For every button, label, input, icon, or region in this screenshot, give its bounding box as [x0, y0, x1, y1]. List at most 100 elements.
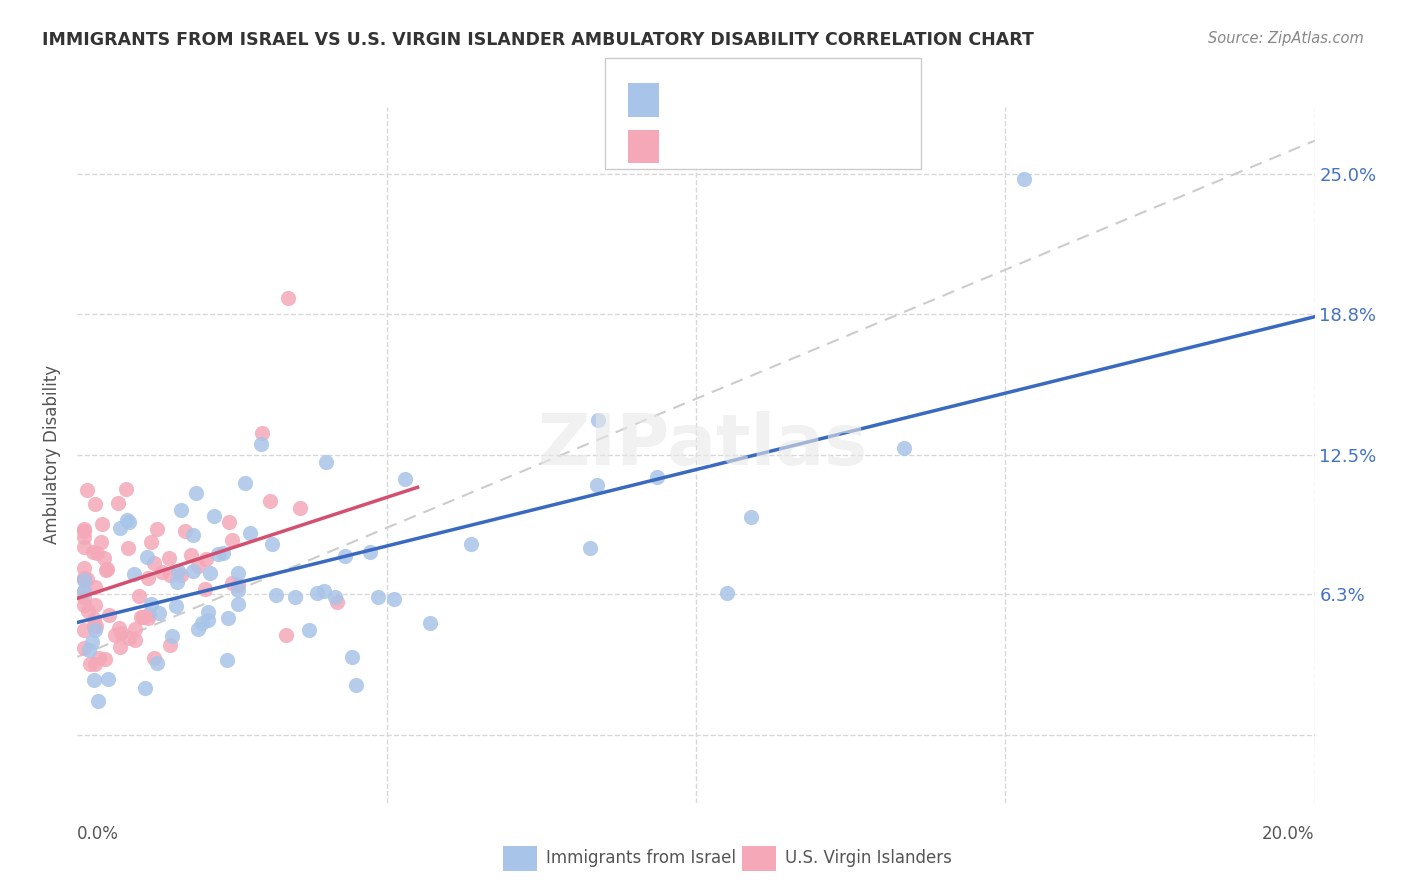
- Point: [166, 574, 188, 589]
- Point: [89, 651, 111, 665]
- Point: [83, 619, 105, 633]
- Point: [108, 640, 131, 654]
- Point: [90, 534, 112, 549]
- Point: [83, 612, 105, 626]
- Point: [226, 566, 249, 580]
- Point: [191, 615, 214, 630]
- Point: [148, 606, 170, 620]
- Point: [150, 565, 173, 579]
- Point: [132, 610, 155, 624]
- Point: [170, 568, 193, 582]
- Point: [77, 642, 100, 657]
- Point: [72, 530, 94, 544]
- Text: U.S. Virgin Islanders: U.S. Virgin Islanders: [785, 849, 952, 867]
- Point: [73, 598, 96, 612]
- Point: [84, 598, 107, 612]
- Point: [259, 493, 281, 508]
- Point: [221, 533, 243, 548]
- Text: Immigrants from Israel: Immigrants from Israel: [546, 849, 735, 867]
- Point: [165, 599, 187, 614]
- Point: [250, 426, 273, 441]
- Point: [76, 572, 98, 586]
- Point: [194, 582, 217, 596]
- Point: [146, 656, 169, 670]
- Point: [136, 611, 159, 625]
- Text: N = 73: N = 73: [779, 137, 848, 156]
- Point: [274, 628, 297, 642]
- Point: [143, 650, 166, 665]
- Point: [138, 607, 160, 621]
- Point: [180, 549, 202, 563]
- Point: [76, 483, 98, 497]
- Point: [72, 624, 94, 638]
- Text: R = 0.508: R = 0.508: [671, 91, 769, 110]
- Point: [893, 441, 915, 455]
- Point: [238, 525, 260, 540]
- Point: [72, 584, 94, 599]
- Point: [170, 503, 193, 517]
- Point: [124, 632, 146, 647]
- Text: R = 0.243: R = 0.243: [671, 137, 769, 156]
- Point: [197, 613, 219, 627]
- Point: [264, 588, 287, 602]
- Point: [226, 583, 249, 598]
- Point: [139, 535, 162, 549]
- Point: [96, 562, 118, 576]
- Point: [83, 673, 105, 687]
- Point: [145, 522, 167, 536]
- Point: [94, 652, 117, 666]
- Point: [83, 623, 105, 637]
- Point: [394, 472, 416, 486]
- Point: [115, 482, 138, 496]
- Point: [183, 528, 205, 542]
- Point: [117, 541, 139, 555]
- Point: [79, 657, 101, 672]
- Point: [202, 508, 225, 523]
- Point: [586, 413, 609, 427]
- Point: [157, 551, 180, 566]
- Point: [134, 681, 156, 695]
- Point: [139, 598, 162, 612]
- Point: [83, 657, 105, 671]
- Point: [159, 638, 181, 652]
- Point: [97, 672, 120, 686]
- Point: [174, 524, 197, 538]
- Point: [143, 557, 166, 571]
- Point: [82, 635, 104, 649]
- Point: [187, 623, 209, 637]
- Point: [342, 649, 364, 664]
- Point: [226, 597, 249, 611]
- Text: ZIPatlas: ZIPatlas: [538, 411, 868, 481]
- Point: [118, 631, 141, 645]
- Point: [382, 591, 405, 606]
- Point: [98, 608, 121, 623]
- Point: [217, 611, 239, 625]
- Point: [90, 517, 112, 532]
- Point: [104, 628, 127, 642]
- Point: [72, 541, 94, 555]
- Point: [326, 595, 349, 609]
- Point: [76, 605, 98, 619]
- Point: [1012, 172, 1035, 186]
- Text: IMMIGRANTS FROM ISRAEL VS U.S. VIRGIN ISLANDER AMBULATORY DISABILITY CORRELATION: IMMIGRANTS FROM ISRAEL VS U.S. VIRGIN IS…: [42, 31, 1033, 49]
- Point: [110, 521, 132, 535]
- Point: [72, 561, 94, 575]
- Text: 0.0%: 0.0%: [77, 825, 120, 843]
- Point: [194, 551, 217, 566]
- Point: [233, 476, 256, 491]
- Point: [221, 576, 243, 591]
- Point: [96, 563, 118, 577]
- Point: [159, 567, 181, 582]
- Point: [315, 455, 337, 469]
- Point: [110, 625, 132, 640]
- Point: [93, 551, 115, 566]
- Point: [207, 547, 229, 561]
- Point: [298, 623, 321, 637]
- Point: [645, 469, 668, 483]
- Point: [83, 497, 105, 511]
- Point: [122, 566, 145, 581]
- Text: N = 66: N = 66: [779, 91, 848, 110]
- Point: [107, 495, 129, 509]
- Point: [167, 564, 190, 578]
- Point: [305, 585, 328, 599]
